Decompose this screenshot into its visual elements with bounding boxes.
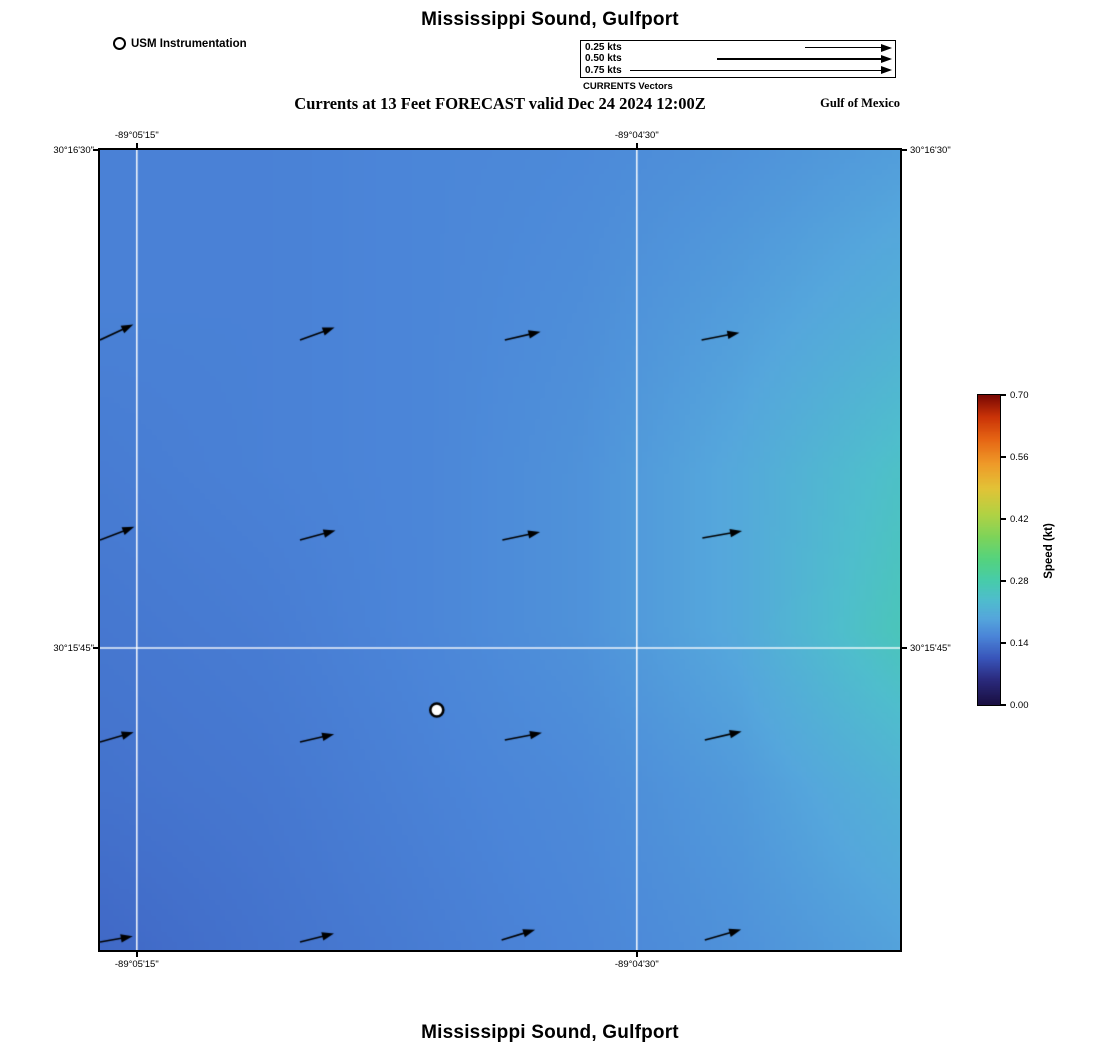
colorbar-tick <box>1001 580 1006 582</box>
vector-scale-row: 0.50 kts <box>581 53 895 64</box>
vector-scale-row: 0.25 kts <box>581 42 895 53</box>
colorbar-tick <box>1001 642 1006 644</box>
colorbar-canvas <box>978 395 1000 705</box>
arrow-head-icon <box>881 66 892 75</box>
current-map-canvas <box>100 150 900 950</box>
colorbar-tick-label: 0.28 <box>1010 575 1029 587</box>
vector-scale-row: 0.75 kts <box>581 65 895 76</box>
vector-scale-arrow <box>629 65 892 76</box>
instrumentation-label: USM Instrumentation <box>131 37 247 50</box>
axis-tick <box>93 149 98 151</box>
colorbar-tick-label: 0.14 <box>1010 637 1029 649</box>
axis-tick <box>136 143 138 148</box>
arrow-head-icon <box>881 54 892 63</box>
axis-tick <box>93 647 98 649</box>
x-axis-tick-label: -89°04'30" <box>614 959 659 970</box>
y-axis-tick-label: 30°16'30" <box>910 144 951 156</box>
instrumentation-marker-icon <box>113 37 126 50</box>
arrow-line <box>717 58 881 60</box>
forecast-subtitle: Currents at 13 Feet FORECAST valid Dec 2… <box>294 94 706 113</box>
arrow-line <box>629 69 881 71</box>
x-axis-tick-label: -89°04'30" <box>614 130 659 141</box>
y-axis-tick-label: 30°16'30" <box>53 144 94 156</box>
colorbar-tick <box>1001 704 1006 706</box>
y-axis-tick-label: 30°15'45" <box>910 642 951 654</box>
axis-tick <box>902 149 907 151</box>
colorbar-tick <box>1001 456 1006 458</box>
colorbar-axis-label: Speed (kt) <box>1043 523 1055 579</box>
colorbar-tick-label: 0.00 <box>1010 699 1029 711</box>
vector-scale-label: 0.75 kts <box>585 64 622 76</box>
vector-scale-arrow <box>717 53 892 64</box>
current-map-plot <box>98 148 902 952</box>
instrumentation-legend: USM Instrumentation <box>113 37 247 50</box>
axis-tick <box>136 952 138 957</box>
colorbar <box>977 394 1001 706</box>
region-label: Gulf of Mexico <box>820 96 900 110</box>
colorbar-tick <box>1001 518 1006 520</box>
colorbar-tick-label: 0.56 <box>1010 451 1029 463</box>
arrow-line <box>804 47 881 49</box>
vector-scale-label: 0.25 kts <box>585 42 622 54</box>
axis-tick <box>636 143 638 148</box>
x-axis-tick-label: -89°05'15" <box>114 959 159 970</box>
axis-tick <box>902 647 907 649</box>
vector-scale-label: 0.50 kts <box>585 53 622 65</box>
colorbar-tick-label: 0.42 <box>1010 513 1029 525</box>
footer-title: Mississippi Sound, Gulfport <box>421 1022 679 1043</box>
x-axis-tick-label: -89°05'15" <box>114 130 159 141</box>
colorbar-tick <box>1001 394 1006 396</box>
vector-scale-arrow <box>804 42 892 53</box>
y-axis-tick-label: 30°15'45" <box>53 642 94 654</box>
colorbar-tick-label: 0.70 <box>1010 389 1029 401</box>
vector-legend-caption: CURRENTS Vectors <box>583 81 673 92</box>
vector-scale-legend: 0.25 kts 0.50 kts 0.75 kts <box>580 40 896 78</box>
arrow-head-icon <box>881 43 892 52</box>
axis-tick <box>636 952 638 957</box>
page-title: Mississippi Sound, Gulfport <box>421 9 679 30</box>
